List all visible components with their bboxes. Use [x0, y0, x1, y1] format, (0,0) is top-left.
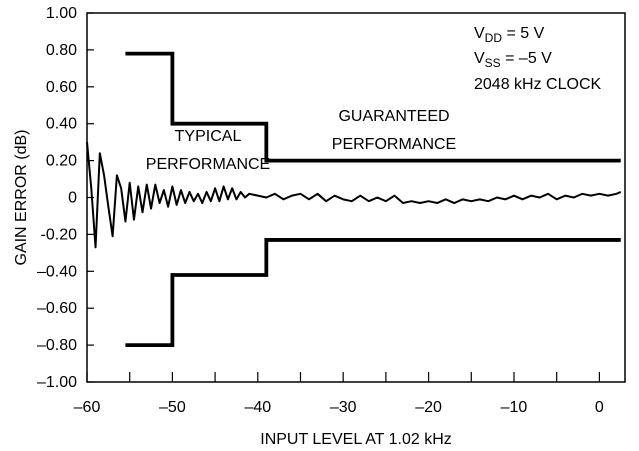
- lower-guaranteed-limit-line: [125, 238, 621, 348]
- vss-annotation: VSS = –5 V: [474, 50, 552, 70]
- vss-symbol: V: [474, 50, 485, 67]
- clock-annotation: 2048 kHz CLOCK: [474, 76, 601, 93]
- y-tick-label: -0.20: [41, 226, 78, 243]
- typical-performance-label-line2: PERFORMANCE: [146, 156, 270, 173]
- y-tick-label: –1.00: [37, 374, 77, 391]
- x-tick-label: –30: [330, 399, 357, 416]
- y-tick-label: 1.00: [46, 5, 77, 22]
- series-layer: [86, 51, 622, 348]
- guaranteed-performance-label-line1: GUARANTEED: [338, 108, 449, 125]
- x-tick-label: 0: [595, 399, 604, 416]
- gain-error-series-line: [86, 142, 622, 249]
- x-axis-ticks: –60 –50 –40 –30 –20 –10 0: [74, 372, 604, 416]
- x-tick-label: –40: [244, 399, 271, 416]
- y-tick-label: –0.60: [37, 300, 77, 317]
- vdd-value: = 5 V: [502, 25, 545, 42]
- vss-value: = –5 V: [501, 50, 552, 67]
- typical-performance-label-line1: TYPICAL: [175, 128, 242, 145]
- y-tick-label: 0.40: [46, 116, 77, 133]
- x-tick-label: –10: [501, 399, 528, 416]
- x-tick-label: –50: [159, 399, 186, 416]
- y-tick-label: 0.60: [46, 79, 77, 96]
- x-tick-label: –60: [74, 399, 101, 416]
- upper-guaranteed-limit-line: [125, 51, 621, 163]
- vdd-annotation: VDD = 5 V: [474, 25, 545, 45]
- vdd-symbol: V: [474, 25, 485, 42]
- y-tick-label: 0.20: [46, 153, 77, 170]
- y-axis-ticks: 1.00 0.80 0.60 0.40 0.20 0 -0.20 –0.40 –0.60 –0.8…: [37, 5, 94, 391]
- vss-subscript: SS: [485, 56, 501, 70]
- guaranteed-performance-label-line2: PERFORMANCE: [332, 136, 456, 153]
- x-tick-label: –20: [415, 399, 442, 416]
- vdd-subscript: DD: [485, 31, 503, 45]
- x-axis-label: INPUT LEVEL AT 1.02 kHz: [260, 431, 452, 448]
- y-tick-label: –0.80: [37, 337, 77, 354]
- y-axis-label: GAIN ERROR (dB): [13, 129, 30, 265]
- y-tick-label: 0.80: [46, 42, 77, 59]
- y-tick-label: –0.40: [37, 263, 77, 280]
- y-tick-label: 0: [68, 190, 77, 207]
